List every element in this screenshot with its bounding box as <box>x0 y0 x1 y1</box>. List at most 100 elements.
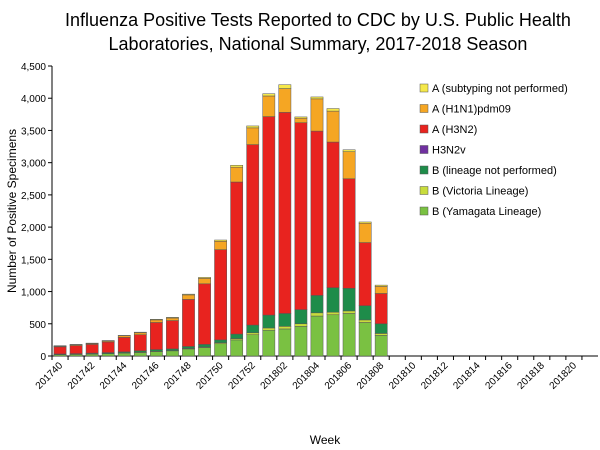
bar-segment <box>133 331 147 334</box>
bar-segment <box>326 110 340 143</box>
bar-segment <box>262 329 276 357</box>
bar-segment <box>246 127 260 145</box>
bar-segment <box>310 315 324 357</box>
bar-segment <box>374 323 388 334</box>
bar-segment <box>278 112 292 314</box>
bar-segment <box>310 295 324 314</box>
bar-segment <box>374 284 388 287</box>
bar-segment <box>326 141 340 288</box>
bar-segment <box>326 314 340 357</box>
legend-swatch <box>419 124 429 134</box>
y-tick-label: 1,000 <box>21 288 46 299</box>
bar-segment <box>85 353 99 357</box>
y-tick-label: 0 <box>40 352 46 363</box>
bar-segment <box>166 350 179 357</box>
legend-label: A (subtyping not performed) <box>432 83 568 95</box>
bar-segment <box>358 319 372 323</box>
bar-segment <box>198 283 211 345</box>
bar-segment <box>166 317 179 319</box>
bar-segment <box>374 286 388 294</box>
bar-segment <box>342 178 356 289</box>
bar-segment <box>310 96 324 100</box>
bar-segment <box>278 88 292 113</box>
bar-segment <box>85 344 99 354</box>
y-axis-title: Number of Positive Specimens <box>5 129 19 293</box>
bar-segment <box>374 335 388 357</box>
bar-segment <box>182 294 195 300</box>
bar-segment <box>214 239 227 242</box>
bar-segment <box>326 108 340 112</box>
bar-segment <box>214 339 227 344</box>
bar-segment <box>262 95 276 117</box>
bar-segment <box>326 287 340 313</box>
legend-swatch <box>419 165 429 175</box>
y-tick-label: 3,000 <box>21 159 46 170</box>
bar-segment <box>374 293 388 325</box>
bar-segment <box>198 278 211 285</box>
bar-segment <box>358 305 372 321</box>
legend-swatch <box>419 186 429 195</box>
bar-segment <box>246 144 260 326</box>
bar-segment <box>117 337 131 353</box>
y-tick-label: 500 <box>29 320 46 331</box>
bar-segment <box>294 326 308 357</box>
bar-segment <box>246 332 260 335</box>
bar-segment <box>262 116 276 316</box>
bar-segment <box>294 122 308 310</box>
bar-segment <box>166 320 179 350</box>
y-tick-label: 4,500 <box>21 62 46 73</box>
bar-segment <box>326 311 340 316</box>
bar-segment <box>150 322 163 350</box>
y-tick-label: 4,000 <box>21 94 46 105</box>
bar-segment <box>310 312 324 317</box>
bar-segment <box>278 326 292 330</box>
bar-segment <box>230 164 244 168</box>
bar-segment <box>133 334 147 352</box>
bar-segment <box>182 348 195 357</box>
bar-segment <box>101 353 115 357</box>
bar-segment <box>246 125 260 129</box>
bar-segment <box>230 333 244 339</box>
y-tick-label: 1,500 <box>21 255 46 266</box>
bar-segment <box>133 332 147 335</box>
bar-segment <box>150 319 163 321</box>
y-tick-label: 3,500 <box>21 126 46 137</box>
bar-segment <box>198 344 211 348</box>
bar-segment <box>294 309 308 325</box>
bar-segment <box>182 299 195 347</box>
bar-segment <box>342 149 356 152</box>
bar-segment <box>198 347 211 357</box>
bar-segment <box>166 317 179 321</box>
bar-segment <box>198 277 211 279</box>
bar-segment <box>150 319 163 323</box>
bar-segment <box>101 341 115 353</box>
bar-segment <box>342 151 356 180</box>
legend-label: B (Victoria Lineage) <box>432 186 528 198</box>
bar-segment <box>53 346 67 355</box>
bar-segment <box>214 343 227 357</box>
bar-segment <box>374 333 388 336</box>
bar-segment <box>294 116 308 119</box>
bar-segment <box>262 314 276 329</box>
bar-segment <box>310 98 324 132</box>
bar-segment <box>358 221 372 224</box>
bar-segment <box>214 241 227 250</box>
bar-segment <box>246 334 260 357</box>
bar-segment <box>150 351 163 357</box>
bar-segment <box>117 352 131 357</box>
bar-segment <box>342 288 356 312</box>
bar-segment <box>182 346 195 349</box>
chart-title: Influenza Positive Tests Reported to CDC… <box>65 10 571 30</box>
y-tick-label: 2,000 <box>21 223 46 234</box>
bar-segment <box>358 322 372 357</box>
chart-title: Laboratories, National Summary, 2017-201… <box>109 34 528 54</box>
x-axis-title: Week <box>310 433 341 447</box>
bar-segment <box>262 93 276 97</box>
bar-segment <box>294 117 308 123</box>
bar-segment <box>230 166 244 183</box>
bar-segment <box>310 130 324 296</box>
bar-segment <box>69 345 83 354</box>
bar-segment <box>342 313 356 357</box>
bar-segment <box>278 328 292 357</box>
